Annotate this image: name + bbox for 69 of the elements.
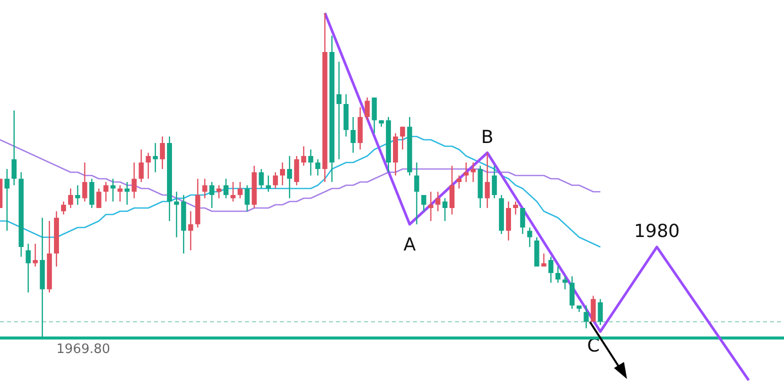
candlestick <box>202 178 208 199</box>
candlestick <box>216 184 222 199</box>
candlestick <box>110 178 116 202</box>
candlestick <box>350 116 356 154</box>
candlestick <box>4 168 10 232</box>
candlestick <box>301 146 306 166</box>
candlestick <box>223 178 228 199</box>
candlestick <box>230 181 236 202</box>
candlestick <box>484 152 490 209</box>
candlestick <box>414 162 420 225</box>
candlestick <box>336 61 342 160</box>
candlestick <box>89 178 94 209</box>
candlestick <box>513 200 518 216</box>
candlestick <box>464 162 469 183</box>
candlestick <box>124 181 130 206</box>
candlestick <box>400 126 406 150</box>
candlestick <box>442 198 448 222</box>
candlestick <box>68 188 74 209</box>
annotation: B <box>481 126 494 148</box>
candlestick <box>103 181 108 202</box>
candlestick <box>456 174 462 190</box>
candlestick <box>160 136 165 170</box>
candlestick <box>132 162 137 199</box>
candlestick <box>308 148 314 176</box>
candlestick <box>590 295 596 322</box>
candlestick <box>470 162 476 183</box>
candlestick <box>555 266 560 284</box>
candlestick <box>492 165 497 199</box>
candlestick <box>562 276 568 290</box>
candlestick <box>272 172 278 190</box>
candlestick <box>258 168 264 190</box>
candlestick <box>82 162 88 202</box>
candlestick <box>152 142 158 173</box>
candlestick <box>364 96 370 121</box>
candlestick <box>428 191 434 222</box>
candlestick <box>287 155 292 199</box>
candlestick <box>26 243 31 294</box>
candlestick <box>244 184 250 212</box>
candlestick <box>174 191 180 238</box>
candlestick <box>372 96 377 134</box>
candlestick <box>280 162 285 186</box>
candlestick <box>421 194 426 212</box>
candlestick <box>520 207 526 235</box>
candlestick <box>570 276 575 310</box>
candlestick <box>146 152 151 180</box>
candlestick <box>118 184 123 202</box>
candlestick <box>527 226 532 248</box>
candlestick <box>96 188 102 209</box>
annotation: 1980 <box>634 221 680 242</box>
candlestick <box>435 191 440 212</box>
candlestick <box>548 256 554 284</box>
candlestick <box>209 181 214 209</box>
candlestick <box>450 165 455 216</box>
annotation: 1969.80 <box>56 342 110 358</box>
candlestick <box>75 184 80 206</box>
candlestick <box>506 200 512 242</box>
candlestick <box>294 155 300 186</box>
annotation: A <box>403 234 416 256</box>
candlestick <box>315 158 320 176</box>
candlestick <box>188 210 194 251</box>
candlestick <box>61 200 66 216</box>
candlestick <box>266 174 271 192</box>
candlestick <box>598 298 603 326</box>
candlestick <box>584 304 589 329</box>
candlestick <box>12 110 17 186</box>
candlestick <box>541 252 546 268</box>
candlestick <box>32 243 38 268</box>
candlestick <box>138 148 144 183</box>
candlestick <box>238 181 243 199</box>
